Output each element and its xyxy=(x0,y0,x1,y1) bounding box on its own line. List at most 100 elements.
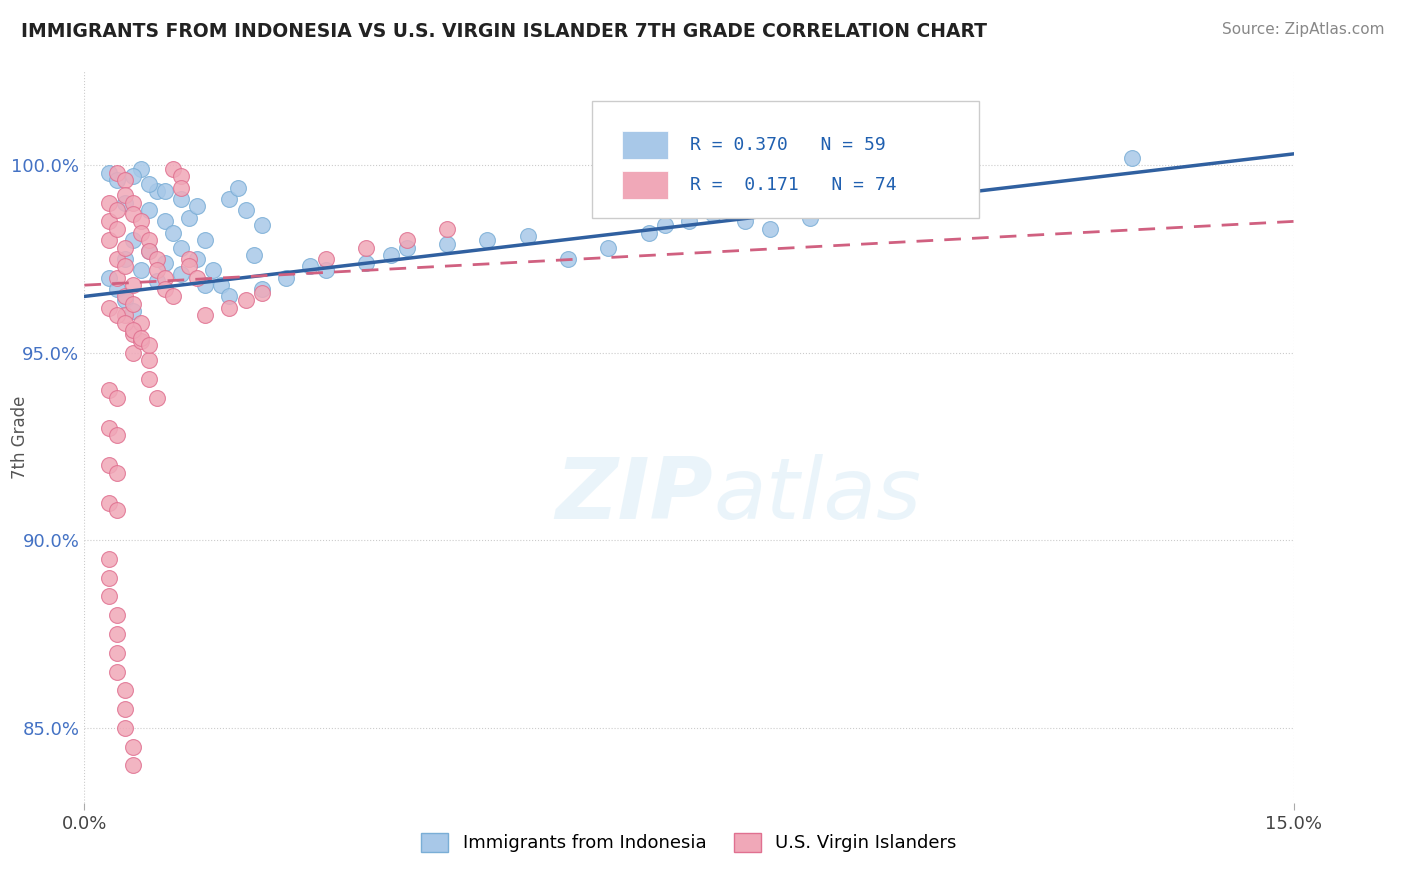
Point xyxy=(121,326,143,341)
Point xyxy=(758,222,780,236)
Point xyxy=(702,207,724,221)
Point xyxy=(114,702,136,716)
Point xyxy=(105,503,128,517)
Point xyxy=(960,166,983,180)
Point xyxy=(138,244,160,259)
Point xyxy=(734,214,756,228)
Point xyxy=(315,252,337,266)
Point xyxy=(170,192,193,206)
Point xyxy=(235,293,257,308)
Point xyxy=(114,308,136,322)
Point xyxy=(436,236,458,251)
Point xyxy=(129,334,152,349)
Point xyxy=(97,496,120,510)
Point xyxy=(129,316,152,330)
Point xyxy=(516,229,538,244)
Point xyxy=(226,180,249,194)
Point xyxy=(129,331,152,345)
Point xyxy=(153,214,176,228)
Text: ZIP: ZIP xyxy=(555,454,713,537)
Point xyxy=(235,203,257,218)
Text: R = 0.370   N = 59: R = 0.370 N = 59 xyxy=(690,136,886,154)
Point xyxy=(105,308,128,322)
Point xyxy=(121,195,143,210)
Point xyxy=(105,608,128,623)
Point xyxy=(97,214,120,228)
Point xyxy=(274,270,297,285)
Point xyxy=(105,428,128,442)
Point xyxy=(250,282,273,296)
Point xyxy=(114,188,136,202)
Point xyxy=(138,233,160,247)
Point xyxy=(637,226,659,240)
Point xyxy=(121,207,143,221)
Point xyxy=(105,222,128,236)
Point xyxy=(97,590,120,604)
Point xyxy=(114,260,136,274)
Point xyxy=(170,241,193,255)
Point xyxy=(105,270,128,285)
Point xyxy=(129,214,152,228)
Point xyxy=(170,180,193,194)
Text: atlas: atlas xyxy=(713,454,921,537)
Point xyxy=(218,289,240,303)
Point xyxy=(162,226,184,240)
Point xyxy=(1121,151,1143,165)
Point xyxy=(179,260,201,274)
Point xyxy=(202,263,225,277)
Point xyxy=(114,721,136,735)
Point xyxy=(242,248,264,262)
Point xyxy=(121,345,143,359)
Point xyxy=(218,192,240,206)
Point xyxy=(250,285,273,300)
Point xyxy=(105,391,128,405)
Point xyxy=(97,270,120,285)
Point xyxy=(436,222,458,236)
Point xyxy=(105,166,128,180)
Point xyxy=(179,252,201,266)
Point xyxy=(153,185,176,199)
Point xyxy=(105,466,128,480)
Point xyxy=(138,177,160,191)
Point xyxy=(114,241,136,255)
Point xyxy=(557,252,579,266)
Point xyxy=(121,758,143,772)
Point xyxy=(97,458,120,473)
Y-axis label: 7th Grade: 7th Grade xyxy=(11,395,28,479)
Point xyxy=(97,195,120,210)
Point xyxy=(121,169,143,184)
Point xyxy=(380,248,402,262)
Point xyxy=(114,195,136,210)
Point xyxy=(121,739,143,754)
Text: R =  0.171   N = 74: R = 0.171 N = 74 xyxy=(690,176,897,194)
Point xyxy=(598,241,620,255)
Point xyxy=(356,241,378,255)
Point xyxy=(121,278,143,293)
Point xyxy=(146,252,169,266)
Point xyxy=(97,383,120,397)
Point xyxy=(138,372,160,386)
Point xyxy=(121,323,143,337)
Point xyxy=(121,297,143,311)
Point xyxy=(114,293,136,308)
Point xyxy=(179,211,201,225)
Point xyxy=(114,289,136,303)
Point xyxy=(129,226,152,240)
Point xyxy=(146,185,169,199)
Text: IMMIGRANTS FROM INDONESIA VS U.S. VIRGIN ISLANDER 7TH GRADE CORRELATION CHART: IMMIGRANTS FROM INDONESIA VS U.S. VIRGIN… xyxy=(21,22,987,41)
FancyBboxPatch shape xyxy=(623,131,668,159)
Point xyxy=(138,338,160,352)
Point xyxy=(105,173,128,187)
FancyBboxPatch shape xyxy=(623,171,668,199)
Point xyxy=(799,211,821,225)
Point xyxy=(186,270,208,285)
Point xyxy=(315,263,337,277)
FancyBboxPatch shape xyxy=(592,101,979,218)
Point xyxy=(114,252,136,266)
Point xyxy=(97,301,120,315)
Legend: Immigrants from Indonesia, U.S. Virgin Islanders: Immigrants from Indonesia, U.S. Virgin I… xyxy=(415,826,963,860)
Point xyxy=(138,244,160,259)
Point xyxy=(153,282,176,296)
Point xyxy=(170,267,193,281)
Point xyxy=(97,233,120,247)
